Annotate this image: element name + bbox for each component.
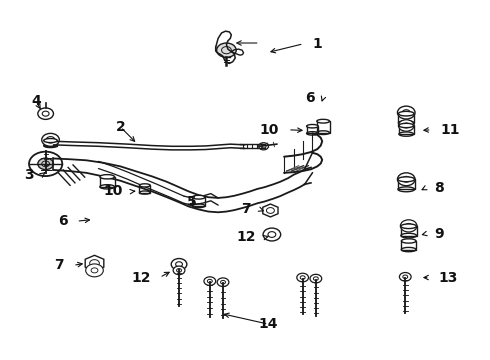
- Text: 5: 5: [186, 194, 196, 208]
- Text: 2: 2: [116, 120, 125, 134]
- Text: 10: 10: [260, 123, 279, 137]
- Text: 8: 8: [435, 181, 444, 195]
- Bar: [399, 126, 414, 134]
- Text: 10: 10: [103, 184, 123, 198]
- Circle shape: [398, 120, 414, 131]
- Bar: [100, 177, 115, 187]
- Text: 12: 12: [131, 271, 151, 284]
- Polygon shape: [263, 204, 278, 217]
- Ellipse shape: [44, 139, 57, 143]
- Bar: [401, 226, 416, 235]
- Bar: [317, 121, 330, 133]
- Text: 12: 12: [236, 230, 256, 244]
- Text: 13: 13: [439, 271, 458, 284]
- Ellipse shape: [100, 175, 115, 179]
- Text: 4: 4: [31, 94, 41, 108]
- Circle shape: [399, 273, 411, 281]
- Text: 6: 6: [305, 90, 315, 104]
- Bar: [192, 197, 205, 206]
- Text: 7: 7: [241, 202, 251, 216]
- Bar: [398, 179, 415, 189]
- Bar: [44, 140, 57, 145]
- Text: 3: 3: [24, 168, 33, 182]
- Ellipse shape: [317, 119, 330, 123]
- Circle shape: [29, 152, 62, 176]
- Bar: [307, 126, 318, 134]
- Ellipse shape: [401, 239, 416, 243]
- Text: 1: 1: [313, 37, 322, 51]
- Text: 7: 7: [54, 258, 64, 273]
- Circle shape: [171, 258, 187, 270]
- Circle shape: [297, 273, 309, 282]
- Circle shape: [400, 220, 417, 232]
- Text: 6: 6: [58, 214, 68, 228]
- Circle shape: [38, 108, 53, 120]
- Circle shape: [217, 278, 229, 287]
- Circle shape: [41, 170, 50, 176]
- Circle shape: [397, 106, 415, 119]
- Text: 14: 14: [259, 317, 278, 331]
- Polygon shape: [85, 255, 104, 271]
- Circle shape: [263, 228, 281, 241]
- Ellipse shape: [401, 224, 416, 229]
- Ellipse shape: [307, 125, 318, 128]
- Text: 9: 9: [435, 227, 444, 241]
- Circle shape: [38, 158, 53, 170]
- Bar: [398, 114, 414, 123]
- Text: 11: 11: [441, 123, 460, 137]
- Circle shape: [42, 134, 59, 146]
- Ellipse shape: [140, 184, 150, 187]
- Circle shape: [204, 277, 216, 285]
- Circle shape: [397, 173, 415, 186]
- Circle shape: [310, 274, 322, 283]
- Bar: [401, 241, 416, 249]
- Circle shape: [217, 43, 236, 57]
- Circle shape: [259, 143, 269, 150]
- Circle shape: [86, 264, 103, 277]
- Bar: [140, 185, 150, 193]
- Ellipse shape: [192, 195, 205, 199]
- Ellipse shape: [398, 177, 415, 182]
- Ellipse shape: [399, 123, 414, 128]
- Ellipse shape: [398, 111, 414, 116]
- Circle shape: [173, 266, 185, 275]
